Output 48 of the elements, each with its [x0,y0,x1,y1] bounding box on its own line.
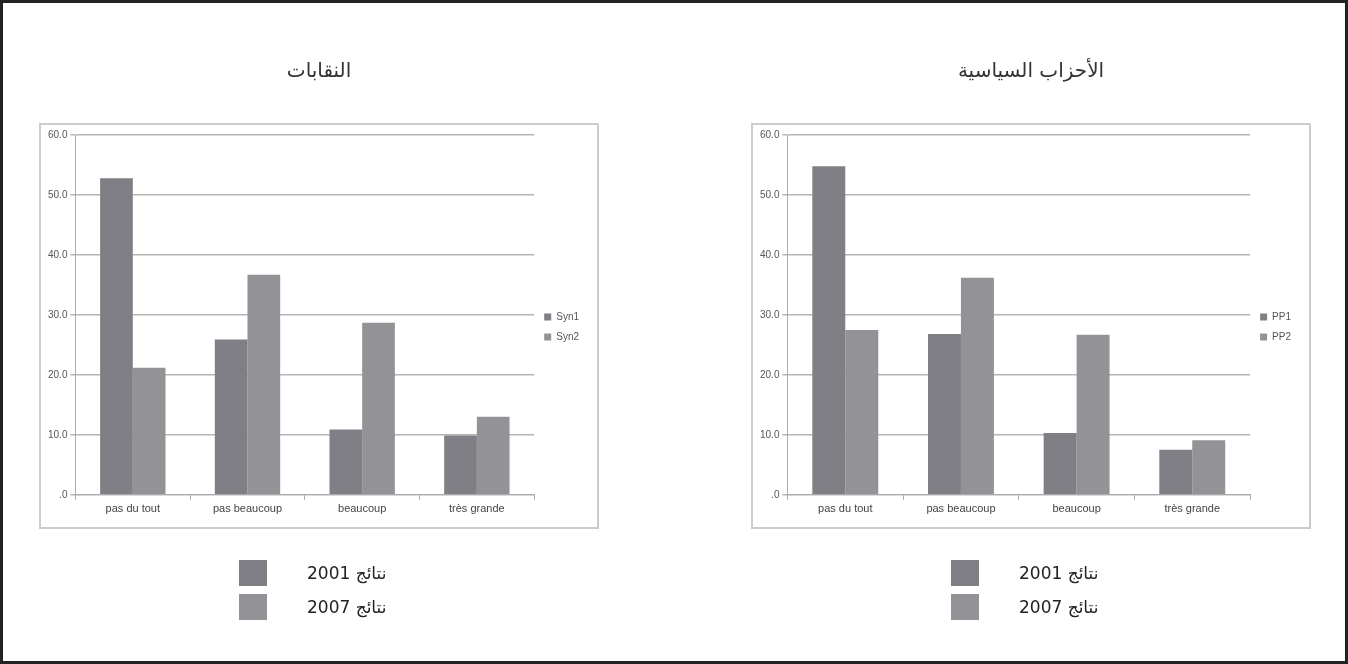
x-tick-label: pas beaucoup [926,502,996,515]
text: نتائج 2001 [307,563,387,583]
x-tick-label: pas beaucoup [212,502,283,515]
bar [214,339,248,495]
y-tick-label: 60.0 [47,128,68,140]
x-tick-label: pas du tout [818,502,873,515]
x-tick-label: pas du tout [105,502,161,515]
chart-title: الأحزاب السياسية [956,58,1106,82]
x-tick-label: beaucoup [1052,502,1101,515]
bar [1159,449,1193,495]
y-tick-label: 60.0 [759,128,780,140]
bar [845,329,879,495]
y-tick-label: 10.0 [47,428,68,440]
bar [362,322,395,495]
x-tick-label: très grande [449,502,505,515]
bar [444,435,477,495]
bar [476,416,510,495]
y-tick-label: 50.0 [47,188,68,200]
y-tick-label: 10.0 [759,428,780,440]
y-tick-label: 20.0 [759,368,780,380]
bar [1192,440,1226,495]
bar [100,178,133,495]
y-tick-label: 20.0 [47,368,68,380]
y-tick-label: .0 [59,488,68,500]
legend-label: Syn2 [556,330,580,342]
bar [812,166,846,495]
bar [247,274,281,495]
legend-label: PP1 [1272,310,1292,322]
chart-title: النقابات [285,58,353,82]
y-tick-label: 50.0 [759,188,780,200]
x-tick-label: très grande [1164,502,1221,515]
text: نتائج 2007 [1019,597,1099,617]
x-tick-label: beaucoup [338,502,387,515]
bar [1076,334,1110,495]
y-tick-label: .0 [771,488,780,500]
text: نتائج 2001 [1019,563,1099,583]
y-tick-label: 30.0 [759,308,780,320]
bar [1043,433,1077,495]
legend-label: Syn1 [556,310,580,322]
y-tick-label: 40.0 [47,248,68,260]
bar [132,367,166,495]
y-tick-label: 40.0 [759,248,780,260]
text: نتائج 2007 [307,597,387,617]
bar [960,277,994,495]
bar [927,334,961,495]
y-tick-label: 30.0 [47,308,68,320]
legend-label: PP2 [1272,330,1292,342]
bar [329,429,363,495]
